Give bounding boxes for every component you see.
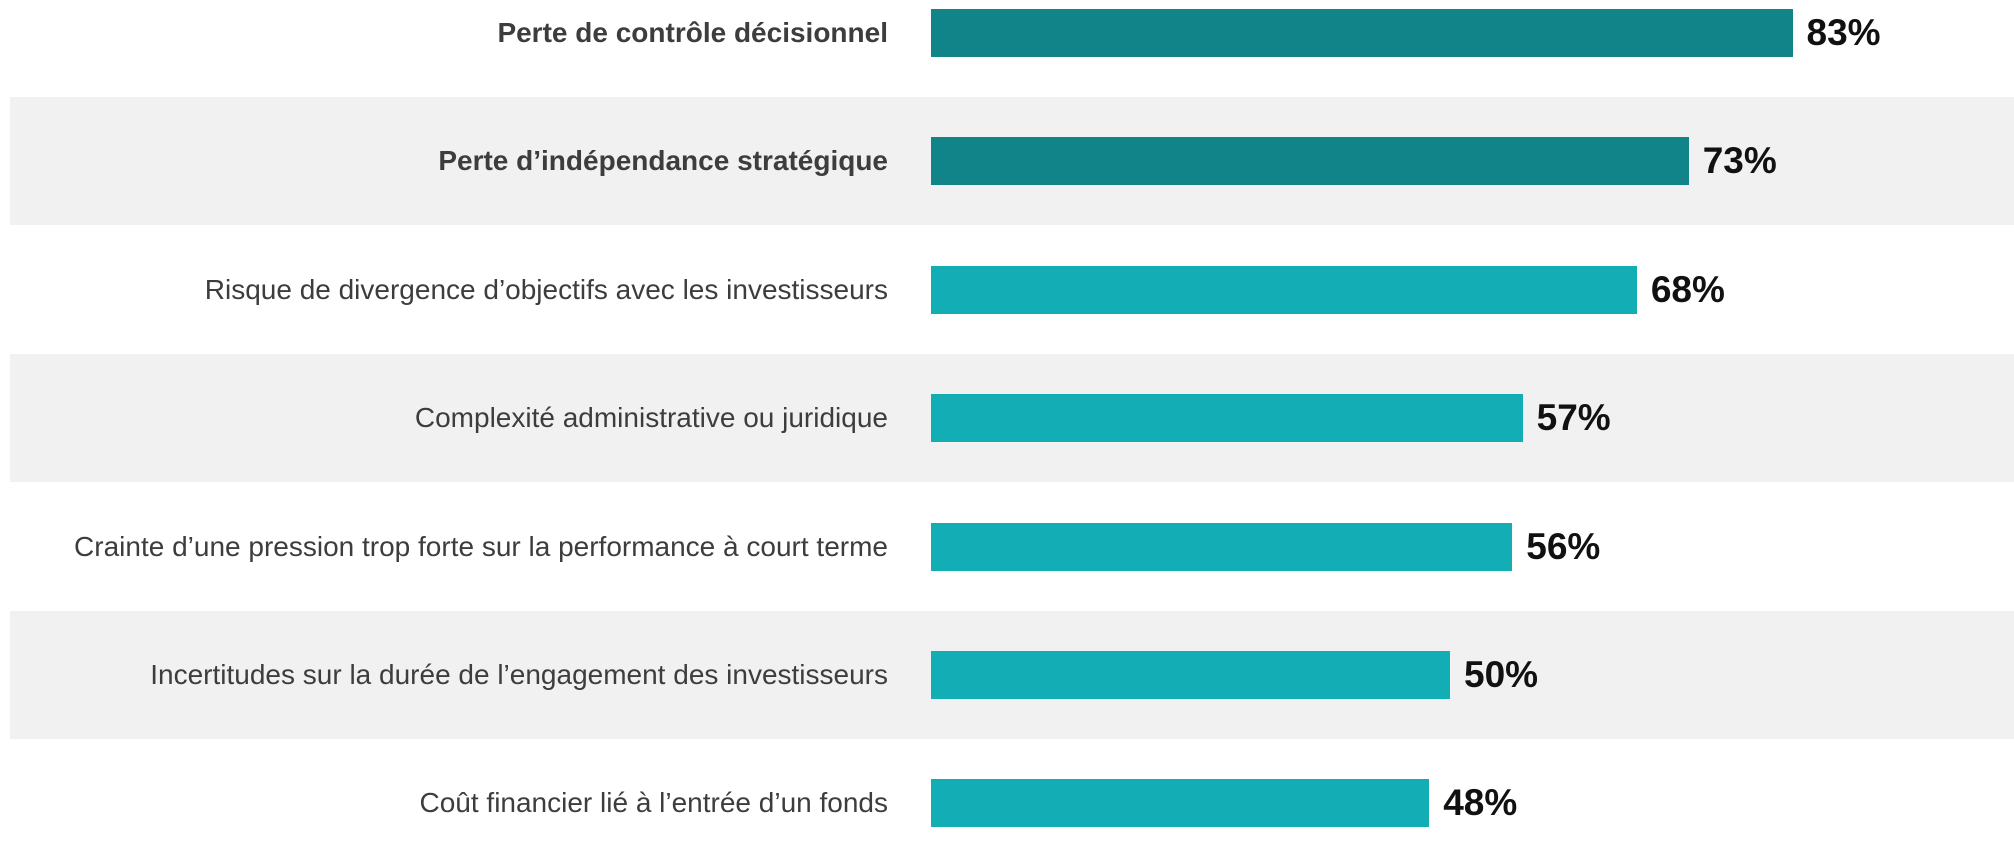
category-label: Perte d’indépendance stratégique [438,145,888,177]
page: {"chart_data": {"type": "bar", "orientat… [10,0,2014,828]
bar [931,651,1450,699]
category-label: Coût financier lié à l’entrée d’un fonds [419,787,888,819]
row: Coût financier lié à l’entrée d’un fonds… [10,739,2014,867]
category-label: Crainte d’une pression trop forte sur la… [74,530,888,562]
bar [931,9,1793,57]
value-label: 50% [1464,654,1539,695]
value-label: 48% [1443,782,1518,824]
row: Perte d’indépendance stratégique 73% [10,97,2014,226]
bar [931,779,1430,828]
category-label: Complexité administrative ou juridique [414,402,888,434]
row: Risque de divergence d’objectifs avec le… [10,226,2014,354]
row: Perte de contrôle décisionnel 83% [10,0,2014,97]
value-label: 56% [1526,525,1601,567]
bar [931,265,1637,314]
row: Crainte d’une pression trop forte sur la… [10,483,2014,611]
bar [931,522,1513,571]
value-label: 68% [1650,268,1725,310]
row: Complexité administrative ou juridique 57… [10,354,2014,483]
row: Incertitudes sur la durée de l’engagemen… [10,611,2014,739]
category-label: Risque de divergence d’objectifs avec le… [204,273,888,305]
bar [931,137,1689,186]
value-label: 57% [1536,397,1611,439]
value-label: 73% [1702,140,1777,182]
category-label: Perte de contrôle décisionnel [497,17,888,48]
value-label: 83% [1806,12,1881,53]
bar [931,394,1523,443]
category-label: Incertitudes sur la durée de l’engagemen… [150,659,888,690]
